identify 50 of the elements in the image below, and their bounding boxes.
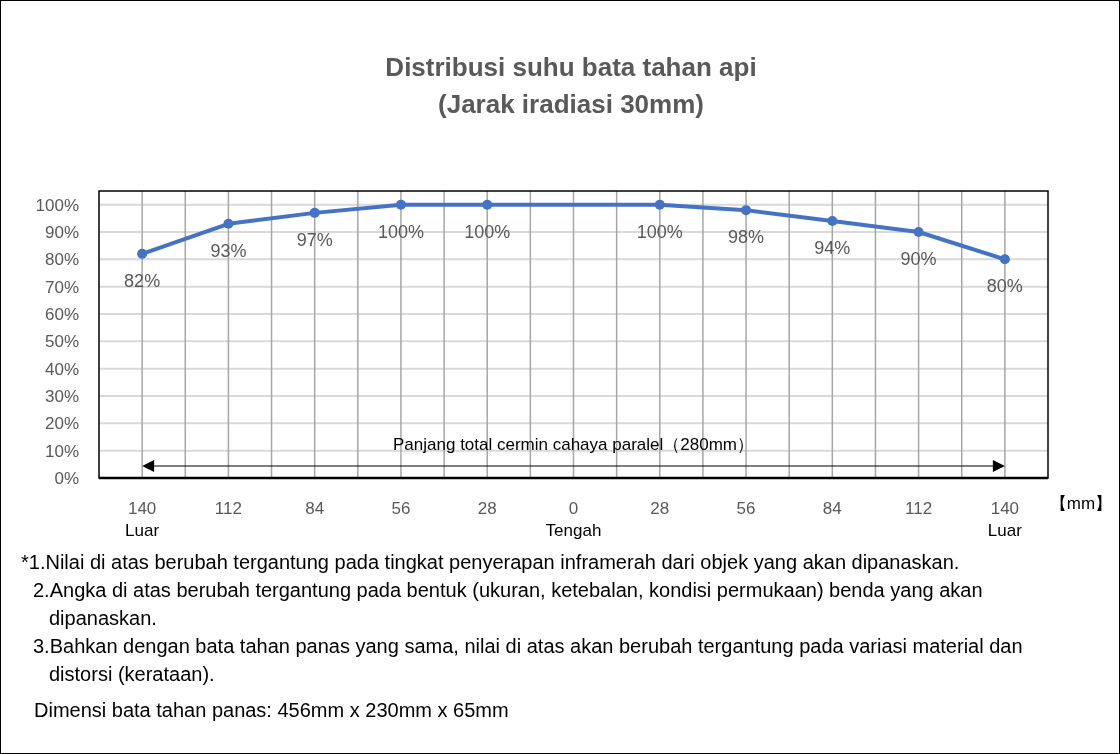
x-tick-label: 56	[391, 499, 411, 518]
point	[913, 227, 924, 237]
point	[309, 207, 320, 218]
chart-subtitle: (Jarak iradiasi 30mm)	[438, 89, 704, 119]
x-tick-label: 56	[736, 499, 756, 518]
y-tick-label: 70%	[44, 277, 79, 297]
point	[395, 199, 406, 210]
x-tick-label: 28	[650, 499, 670, 518]
x-tick-label: 112	[905, 499, 933, 518]
y-tick-label: 90%	[44, 223, 79, 242]
x-tick-label: 28	[477, 499, 497, 518]
chart-title: Distribusi suhu bata tahan api	[385, 52, 757, 82]
y-tick-label: 0%	[54, 469, 79, 488]
data-label: 97%	[296, 229, 333, 250]
data-label: 93%	[210, 240, 247, 261]
y-tick-label: 50%	[44, 332, 79, 352]
data-label: 100%	[636, 221, 683, 242]
text: Dimensi bata tahan panas: 456mm x 230mm x 65mm	[33, 698, 510, 723]
point	[137, 248, 148, 259]
point	[223, 218, 234, 229]
x-axis-title: 【mm】	[1049, 494, 1113, 513]
data-label: 82%	[124, 270, 161, 291]
point	[999, 254, 1010, 265]
point	[741, 205, 752, 216]
text: 2.Angka di atas berubah tergantung pada bentuk (ukuran, ketebalan, kondisi permukaan) benda yang akan dipanaskan.	[32, 578, 984, 631]
x-tick-label: 84	[822, 499, 842, 518]
y-tick-label: 80%	[44, 250, 79, 270]
point	[827, 216, 838, 227]
y-tick-label: 40%	[44, 359, 79, 379]
data-label: 98%	[728, 227, 765, 248]
y-tick-label: 60%	[44, 305, 79, 324]
data-label: 100%	[377, 221, 424, 242]
y-tick-label: 10%	[44, 441, 79, 461]
text: *1.Nilai di atas berubah tergantung pada tingkat penyerapan inframerah dari objek yang akan dipanaskan.	[20, 550, 961, 575]
text: 3.Bahkan dengan bata tahan panas yang sama, nilai di atas akan berubah tergantung pada variasi material dan distorsi (kerataan).	[32, 634, 1024, 687]
data-label: 100%	[464, 221, 511, 242]
point	[654, 199, 665, 210]
y-tick-label: 30%	[44, 387, 79, 406]
y-tick-label: 100%	[35, 195, 79, 215]
data-label: 90%	[900, 249, 937, 269]
data-label: 80%	[986, 276, 1023, 297]
y-tick-label: 20%	[44, 414, 79, 434]
x-tick-label: 0 Tengah	[545, 499, 602, 540]
x-tick-label: 140 Luar	[987, 499, 1023, 540]
x-tick-label: 140 Luar	[125, 499, 160, 540]
point	[482, 199, 493, 210]
x-tick-label: 112	[214, 499, 242, 518]
data-label: 94%	[814, 238, 851, 259]
annotation: Panjang total cermin cahaya paralel（280mm）	[393, 435, 754, 454]
x-tick-label: 84	[305, 499, 325, 518]
